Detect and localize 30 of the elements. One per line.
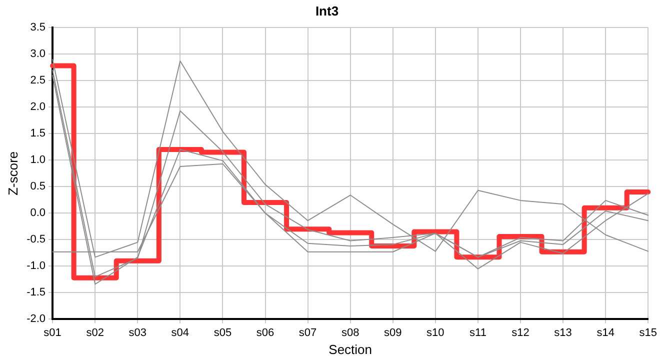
y-tick-label: -2.0 <box>26 313 46 326</box>
x-tick-label: s07 <box>298 326 317 339</box>
x-tick-label: s13 <box>554 326 572 339</box>
x-tick-label: s15 <box>639 326 658 339</box>
chart-title: Int3 <box>315 3 339 18</box>
y-tick-label: 2.5 <box>30 74 46 87</box>
x-tick-label: s03 <box>128 326 147 339</box>
x-axis-title: Section <box>328 342 372 357</box>
x-tick-label: s11 <box>470 326 486 339</box>
y-tick-label: 0.0 <box>30 207 46 220</box>
y-tick-label: -0.5 <box>26 234 46 246</box>
x-tick-label: s05 <box>214 326 232 339</box>
y-tick-label: 1.0 <box>30 154 46 166</box>
y-tick-label: 3.0 <box>30 48 46 60</box>
x-tick-label: s01 <box>44 326 62 339</box>
y-axis-title: Z-score <box>5 151 20 196</box>
x-tick-label: s14 <box>596 326 614 339</box>
y-tick-label: 2.0 <box>30 101 46 114</box>
x-tick-label: s08 <box>341 326 360 339</box>
x-tick-label: s10 <box>426 326 444 339</box>
y-tick-label: 0.5 <box>30 180 46 193</box>
y-tick-label: 3.5 <box>30 22 46 34</box>
x-tick-label: s04 <box>171 326 190 339</box>
x-tick-label: s02 <box>86 326 104 339</box>
y-tick-label: -1.0 <box>26 260 46 272</box>
y-tick-label: 1.5 <box>30 128 46 140</box>
x-tick-label: s09 <box>384 326 402 339</box>
x-tick-label: s12 <box>512 326 530 339</box>
x-tick-label: s06 <box>256 326 274 339</box>
y-tick-label: -1.5 <box>26 286 46 299</box>
